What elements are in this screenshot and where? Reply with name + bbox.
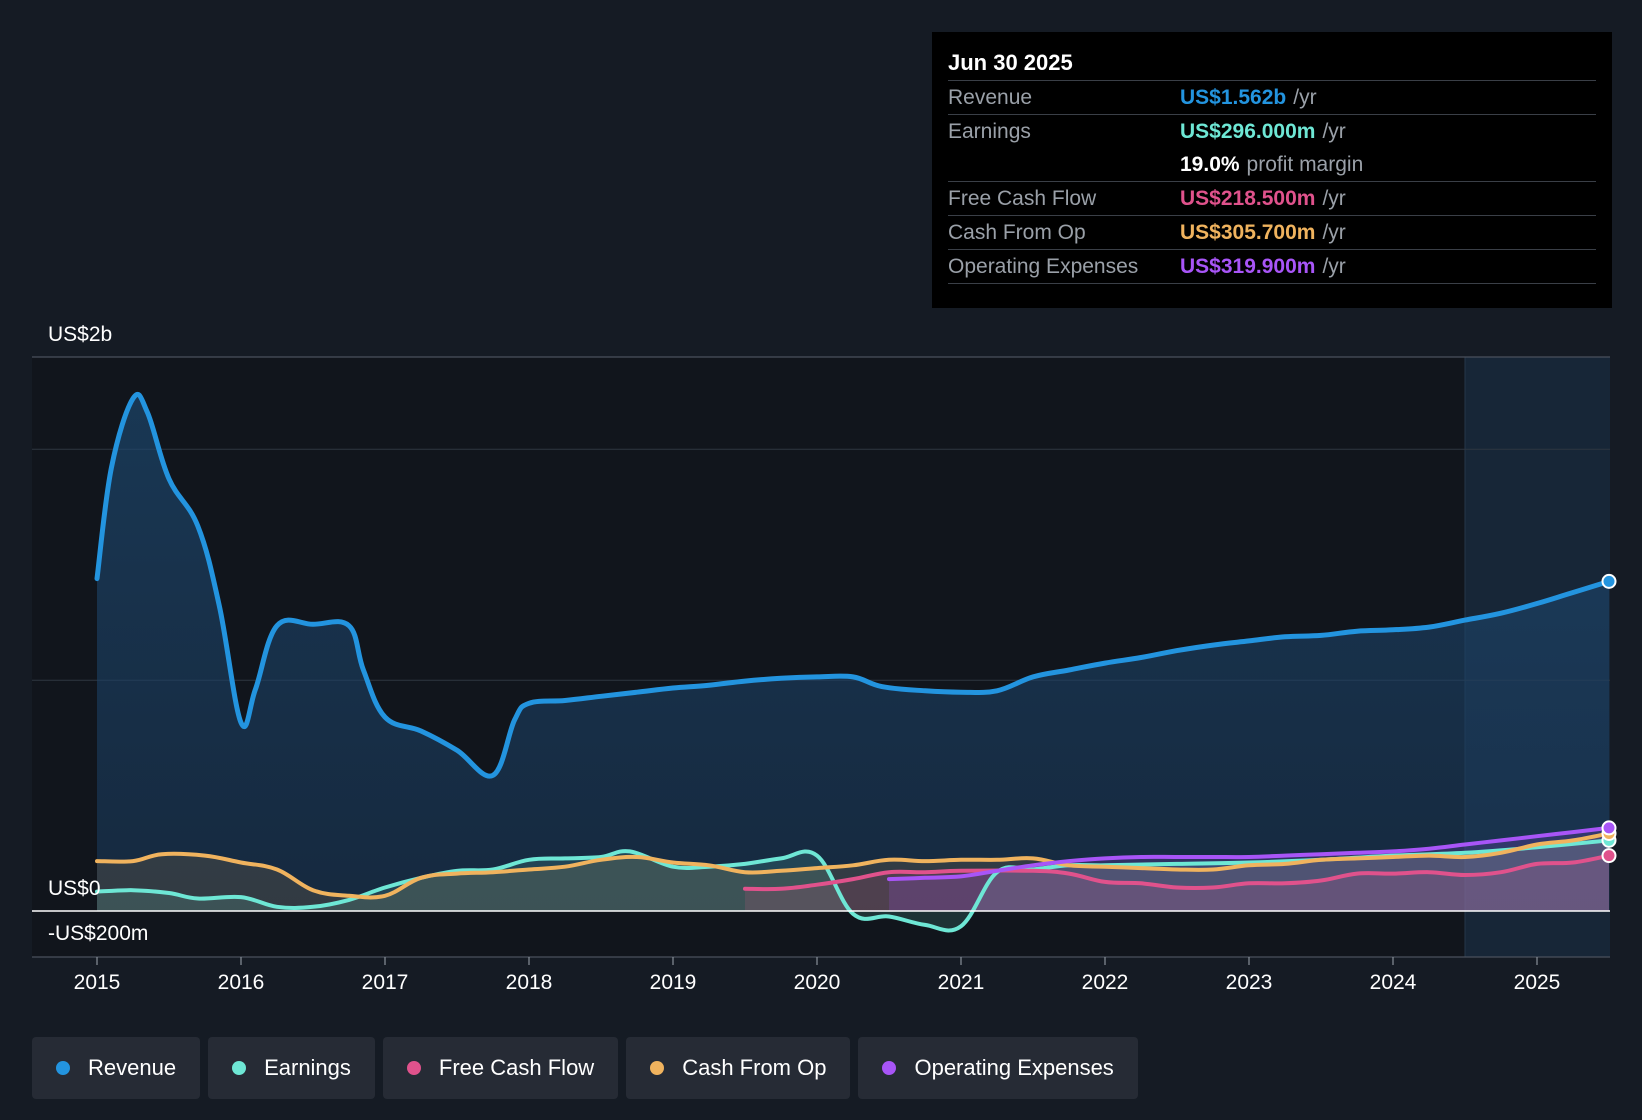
series-endpoint-free-cash-flow [1601,848,1617,864]
series-fill-revenue [97,394,1609,912]
x-tick-label: 2023 [1226,971,1273,994]
x-tick-label: 2021 [938,971,985,994]
tooltip-row-margin: 19.0% profit margin [948,148,1596,182]
tooltip-unit: /yr [1322,254,1346,278]
tooltip-row-revenue: Revenue US$1.562b /yr [948,81,1596,115]
series-fill-earnings [97,840,1609,931]
legend-item-revenue[interactable]: Revenue [32,1037,201,1099]
tooltip-value: US$319.900m [1180,254,1316,278]
legend-dot-icon [232,1061,247,1075]
series-line-revenue [94,391,1612,779]
tooltip-value: US$305.700m [1180,220,1316,244]
x-tick-label: 2017 [362,971,409,994]
tooltip-row-earnings: Earnings US$296.000m /yr [948,115,1596,148]
legend-label: Cash From Op [682,1055,827,1080]
tooltip-unit: /yr [1322,119,1346,143]
x-tick-label: 2025 [1514,971,1561,994]
tooltip-label: Free Cash Flow [948,186,1097,210]
series-line-operating-expenses [887,825,1611,882]
legend-dot-icon [406,1061,421,1075]
legend-item-earnings[interactable]: Earnings [208,1037,375,1099]
series-line-free-cash-flow [743,853,1611,892]
tooltip-unit: profit margin [1246,152,1364,176]
tooltip-unit: /yr [1322,186,1346,210]
tooltip-panel: Jun 30 2025 Revenue US$1.562b /yr Earnin… [932,32,1612,308]
tooltip-row-fcf: Free Cash Flow US$218.500m /yr [948,182,1596,216]
tooltip-label: Operating Expenses [948,254,1139,278]
y-tick-label: US$0 [48,877,101,900]
tooltip-value: US$1.562b [1180,85,1287,109]
x-tick-label: 2024 [1370,971,1417,994]
tooltip-value: 19.0% [1180,152,1240,176]
tooltip-unit: /yr [1293,85,1317,109]
legend-label: Revenue [88,1055,177,1080]
series-line-cash-from-op [95,831,1611,900]
tooltip-row-cfo: Cash From Op US$305.700m /yr [948,216,1596,250]
tooltip-label: Cash From Op [948,220,1086,244]
x-tick-label: 2019 [650,971,697,994]
legend-dot-icon [882,1061,897,1075]
series-fill-cash-from-op [97,833,1609,911]
x-tick-label: 2020 [794,971,841,994]
tooltip-date: Jun 30 2025 [948,46,1596,81]
x-tick-label: 2018 [506,971,553,994]
legend-label: Earnings [264,1055,351,1080]
legend-item-free-cash-flow[interactable]: Free Cash Flow [382,1037,619,1099]
series-endpoint-operating-expenses [1601,820,1617,836]
y-tick-label: -US$200m [48,922,148,945]
legend-label: Free Cash Flow [438,1055,595,1080]
y-tick-label: US$2b [48,323,112,346]
tooltip-unit: /yr [1322,220,1346,244]
series-fill-operating-expenses [889,827,1609,911]
x-tick-label: 2022 [1082,971,1129,994]
tooltip-label: Earnings [948,119,1031,143]
series-endpoint-revenue [1601,573,1617,589]
legend-item-cash-from-op[interactable]: Cash From Op [626,1037,851,1099]
legend: Revenue Earnings Free Cash Flow Cash Fro… [32,1037,1138,1099]
x-tick-label: 2016 [218,971,265,994]
series-line-earnings [95,838,1611,933]
tooltip-row-opex: Operating Expenses US$319.900m /yr [948,250,1596,284]
legend-item-operating-expenses[interactable]: Operating Expenses [858,1037,1138,1099]
legend-dot-icon [56,1061,70,1075]
tooltip-label: Revenue [948,85,1033,109]
series-fill-free-cash-flow [745,855,1609,911]
tooltip-value: US$296.000m [1180,119,1316,143]
legend-label: Operating Expenses [914,1055,1114,1080]
x-tick-label: 2015 [74,971,121,994]
legend-dot-icon [650,1061,665,1075]
tooltip-value: US$218.500m [1180,186,1316,210]
